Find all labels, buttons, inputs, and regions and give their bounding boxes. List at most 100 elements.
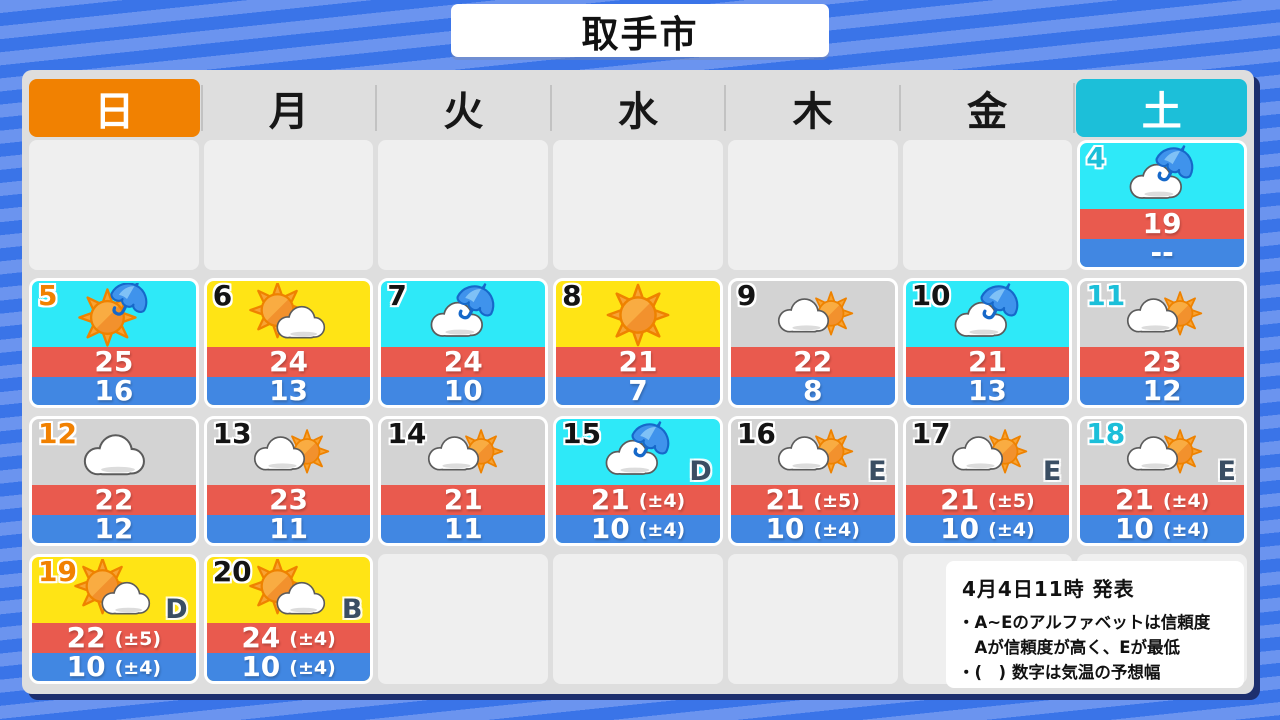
high-temp-range: (±5) — [114, 627, 162, 650]
date-number: 6 — [212, 279, 233, 312]
low-temp: 10 (±4) — [730, 515, 895, 543]
note-line: Aが信頼度が高く、Eが最低 — [958, 637, 1181, 657]
cloud-sun-icon — [1119, 421, 1205, 485]
weather-icon-area: 4 — [1080, 143, 1244, 209]
date-number: 20 — [212, 555, 252, 588]
low-temp: 12 — [1080, 377, 1244, 405]
reliability-badge: B — [341, 594, 363, 625]
low-temp: 8 — [730, 377, 895, 405]
calendar-grid: 4 19 -- 5 25 16 6 24 13 7 24 10 8 21 7 9 22 8 10 21 13 11 23 12… — [29, 140, 1247, 684]
cloud-sun-icon — [1119, 283, 1205, 347]
empty-cell — [553, 554, 723, 684]
cloud-icon — [71, 421, 157, 485]
weather-icon-area: 17 E — [906, 417, 1070, 487]
high-temp-range: (±4) — [289, 627, 336, 650]
forecast-notes-box: 4月4日11時 発表 ・A~Eのアルファベットは信頼度 Aが信頼度が高く、Eが最… — [946, 561, 1244, 688]
low-temp: 13 — [206, 377, 371, 405]
high-temp: 22 — [32, 485, 196, 515]
weather-icon-area: 7 — [381, 281, 545, 347]
empty-cell — [203, 140, 374, 270]
forecast-cell-5: 5 25 16 — [29, 278, 199, 408]
weekday-header: 日月火水木金土 — [29, 79, 1247, 137]
empty-cell — [378, 140, 549, 270]
date-number: 16 — [736, 417, 776, 450]
high-temp-range: (±4) — [1162, 489, 1210, 512]
cloud-sun-icon — [420, 421, 506, 485]
weather-icon-area: 11 — [1080, 281, 1244, 347]
date-number: 10 — [911, 279, 951, 312]
weather-icon-area: 6 — [207, 281, 371, 347]
note-line: ・( ) 数字は気温の予想幅 — [958, 662, 1161, 682]
high-temp: 19 — [1080, 209, 1244, 239]
day-header-wed: 水 — [549, 79, 724, 137]
forecast-panel: 日月火水木金土 4 19 -- 5 25 16 6 24 13 7 24 10 8 21 7 9 22 8 10 21… — [22, 70, 1254, 694]
low-temp-range: (±4) — [114, 656, 162, 679]
forecast-cell-7: 7 24 10 — [378, 278, 549, 408]
forecast-cell-10: 10 21 13 — [902, 278, 1073, 408]
forecast-cell-14: 14 21 11 — [378, 416, 549, 546]
high-temp: 24 — [381, 347, 546, 377]
sun-icon — [595, 283, 681, 347]
date-number: 8 — [562, 279, 582, 312]
low-temp: 11 — [206, 515, 371, 543]
empty-cell — [378, 554, 549, 684]
high-temp: 21 — [905, 347, 1070, 377]
low-temp: 16 — [32, 377, 196, 405]
high-temp-range: (±5) — [988, 489, 1035, 512]
sun-cloud-icon — [246, 283, 332, 347]
date-number: 14 — [387, 417, 427, 450]
cloud-umbrella-icon — [944, 283, 1030, 347]
cloud-sun-icon — [944, 421, 1030, 485]
weather-icon-area: 20 B — [207, 555, 371, 625]
high-temp: 24 — [206, 347, 371, 377]
weather-icon-area: 10 — [906, 281, 1070, 347]
empty-cell — [902, 140, 1073, 270]
date-number: 15 — [562, 417, 602, 450]
weather-icon-area: 13 — [207, 419, 371, 485]
forecast-cell-8: 8 21 7 — [553, 278, 723, 408]
cloud-umbrella-icon — [1119, 145, 1205, 209]
cloud-umbrella-icon — [420, 283, 506, 347]
reliability-badge: E — [1042, 456, 1062, 487]
forecast-cell-12: 12 22 12 — [29, 416, 199, 546]
high-temp: 21 (±4) — [1080, 485, 1244, 515]
low-temp: 13 — [905, 377, 1070, 405]
reliability-badge: E — [868, 456, 887, 487]
forecast-cell-18: 18 E 21 (±4) 10 (±4) — [1077, 416, 1247, 546]
date-number: 12 — [38, 417, 77, 450]
weather-icon-area: 12 — [32, 419, 196, 485]
sun-umbrella-icon — [71, 283, 157, 347]
low-temp-range: (±4) — [638, 518, 686, 541]
note-line: ・A~Eのアルファベットは信頼度 — [958, 613, 1211, 632]
low-temp: -- — [1080, 239, 1244, 267]
low-temp: 10 — [381, 377, 546, 405]
day-header-thu: 木 — [724, 79, 898, 137]
date-number: 11 — [1086, 279, 1126, 312]
high-temp: 22 — [730, 347, 895, 377]
low-temp: 7 — [556, 377, 720, 405]
low-temp-range: (±4) — [289, 656, 336, 679]
day-header-fri: 金 — [898, 79, 1073, 137]
forecast-cell-17: 17 E 21 (±5) 10 (±4) — [902, 416, 1073, 546]
forecast-cell-4: 4 19 -- — [1077, 140, 1247, 270]
date-number: 17 — [911, 417, 951, 450]
high-temp: 21 (±5) — [730, 485, 895, 515]
date-number: 9 — [736, 279, 757, 312]
date-number: 13 — [212, 417, 252, 450]
low-temp-range: (±4) — [988, 518, 1035, 541]
high-temp-range: (±4) — [638, 489, 686, 512]
high-temp: 23 — [206, 485, 371, 515]
reliability-badge: D — [689, 456, 712, 487]
date-number: 18 — [1086, 417, 1126, 450]
low-temp: 10 (±4) — [32, 653, 196, 681]
page-title: 取手市 — [581, 12, 699, 56]
low-temp: 10 (±4) — [905, 515, 1070, 543]
high-temp: 25 — [32, 347, 196, 377]
forecast-cell-9: 9 22 8 — [727, 278, 898, 408]
sun-cloud-icon — [71, 559, 157, 623]
sun-cloud-icon — [246, 559, 332, 623]
date-number: 19 — [38, 555, 77, 588]
cloud-umbrella-icon — [595, 421, 681, 485]
forecast-cell-11: 11 23 12 — [1077, 278, 1247, 408]
weather-icon-area: 5 — [32, 281, 196, 347]
